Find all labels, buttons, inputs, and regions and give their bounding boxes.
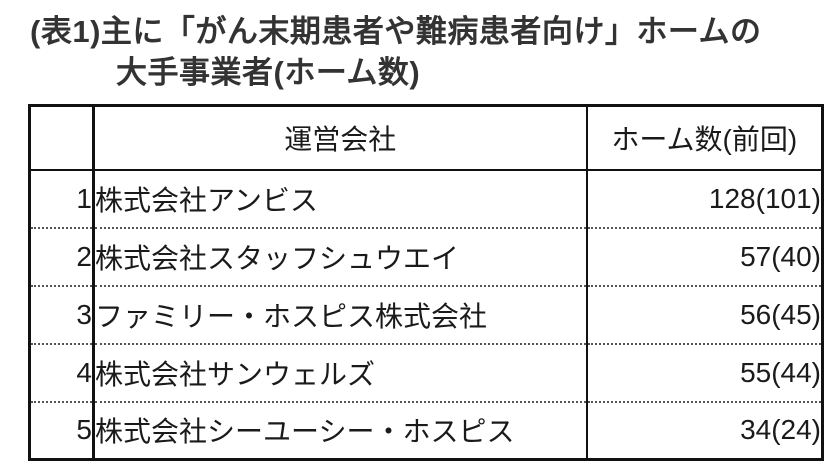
company-cell: 株式会社アンビス <box>92 169 587 228</box>
company-header: 運営会社 <box>92 105 587 170</box>
table-row: 5 株式会社シーユーシー・ホスピス 34(24) <box>29 401 823 460</box>
operators-table: 運営会社 ホーム数(前回) 1 株式会社アンビス 128(101) 2 株式会社… <box>28 104 824 461</box>
table-row: 4 株式会社サンウェルズ 55(44) <box>29 343 823 402</box>
rank-cell: 4 <box>76 356 92 388</box>
table-caption-line2: 大手事業者(ホーム数) <box>116 54 421 90</box>
count-header: ホーム数(前回) <box>585 105 823 170</box>
rank-cell: 5 <box>76 414 92 446</box>
table-caption: (表1)主に「がん末期患者や難病患者向け」ホームの 大手事業者(ホーム数) <box>30 12 761 94</box>
table-row: 2 株式会社スタッフシュウエイ 57(40) <box>29 227 823 286</box>
rank-header <box>30 106 94 170</box>
table-caption-line1: (表1)主に「がん末期患者や難病患者向け」ホームの <box>30 14 762 49</box>
company-cell: 株式会社シーユーシー・ホスピス <box>92 401 587 460</box>
count-cell: 57(40) <box>585 227 823 286</box>
header-row: 運営会社 ホーム数(前回) <box>29 105 823 170</box>
table-row: 3 ファミリー・ホスピス株式会社 56(45) <box>29 285 823 344</box>
count-cell: 56(45) <box>585 285 823 344</box>
table-row: 1 株式会社アンビス 128(101) <box>30 169 823 228</box>
rank-cell: 1 <box>76 182 92 214</box>
rank-cell: 2 <box>76 240 92 272</box>
company-cell: 株式会社サンウェルズ <box>92 343 587 402</box>
count-cell: 55(44) <box>585 343 823 402</box>
rank-cell: 3 <box>76 298 92 330</box>
count-cell: 128(101) <box>585 169 823 228</box>
count-cell: 34(24) <box>585 401 823 460</box>
table-head: 運営会社 ホーム数(前回) <box>29 105 823 170</box>
table-body: 1 株式会社アンビス 128(101) 2 株式会社スタッフシュウエイ 57(4… <box>29 169 823 460</box>
company-cell: ファミリー・ホスピス株式会社 <box>92 285 587 344</box>
company-cell: 株式会社スタッフシュウエイ <box>92 227 587 286</box>
